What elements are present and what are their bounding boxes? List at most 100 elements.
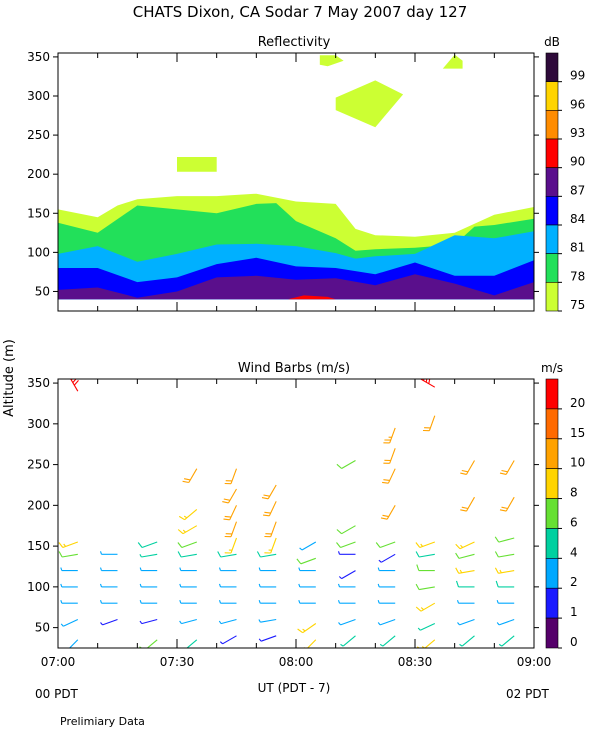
y-tick-label: 200 [27, 498, 50, 512]
wind-barb [179, 618, 197, 625]
wind-barb [460, 460, 475, 475]
wind-barb [338, 618, 356, 626]
wind-barb [382, 468, 396, 484]
wind-barb [182, 468, 198, 484]
wind-barb [460, 496, 475, 512]
wind-barb [58, 541, 78, 549]
colorbar-tick-label: 93 [570, 126, 585, 140]
wind-barb [415, 602, 436, 612]
wind-barb [100, 618, 118, 626]
wind-barb [58, 551, 78, 558]
wind-barbs-plot-area [58, 379, 515, 648]
wind-barb [380, 505, 396, 520]
wind-barb [60, 583, 78, 588]
y-tick-label: 100 [27, 245, 50, 259]
wind-barbs-frame [57, 378, 535, 649]
reflectivity-patch-75 [319, 55, 344, 67]
wind-barb [224, 521, 238, 538]
y-tick-label: 350 [27, 376, 50, 390]
wind-barb [422, 415, 436, 432]
wind-barb [68, 639, 79, 648]
x-tick-label: 07:30 [160, 655, 195, 669]
wind-barb [258, 583, 277, 588]
reflectivity-colorbar: 99 96 93 90 87 84 81 78 75 [545, 52, 585, 312]
wind-barb [420, 379, 436, 388]
wind-barb [455, 567, 475, 574]
colorbar-swatch [545, 468, 559, 499]
y-tick-label: 300 [27, 89, 50, 103]
colorbar-tick-label: 96 [570, 97, 585, 111]
wind-barb [415, 541, 435, 549]
colorbar-swatch [545, 587, 559, 619]
wind-barb [383, 448, 396, 464]
x-tick-label: 09:00 [517, 655, 552, 669]
wind-barb [416, 564, 435, 572]
wind-barb [139, 583, 158, 588]
wind-barb [298, 583, 316, 588]
colorbar-tick-label: 81 [570, 241, 585, 255]
wind-barb [379, 635, 396, 647]
colorbar-swatch [545, 617, 559, 649]
wind-barbs-axes: 50 100 150 200 250 300 350 07:00 07:30 08:00 08:30… [27, 376, 551, 669]
y-axis-label: Altitude (m) [2, 339, 17, 417]
colorbar-swatch [545, 558, 559, 589]
wind-barb [218, 583, 237, 588]
wind-barb [457, 618, 475, 626]
wind-barb [264, 521, 277, 538]
wind-barb [177, 525, 198, 535]
wind-barb [417, 623, 436, 631]
wind-barb [456, 600, 475, 604]
colorbar-swatch [545, 224, 559, 254]
y-tick-label: 300 [27, 417, 50, 431]
wind-barbs-marks [58, 379, 515, 648]
colorbar-tick-label: 1 [570, 605, 578, 619]
wind-barb [337, 583, 356, 588]
wind-barb [261, 484, 277, 500]
wind-barb [258, 600, 277, 604]
wind-barb [179, 567, 197, 572]
x-tick-label: 08:00 [279, 655, 314, 669]
y-tick-label: 250 [27, 128, 50, 142]
colorbar-swatch [545, 138, 559, 168]
wind-barb [455, 580, 475, 588]
reflectivity-colorbar-label: dB [544, 35, 560, 49]
reflectivity-patch-75 [335, 80, 404, 128]
wind-barb [99, 567, 118, 572]
wind-barb [377, 600, 396, 604]
reflectivity-patch-90 [288, 295, 336, 300]
wind-barb [179, 600, 197, 604]
colorbar-swatch [545, 110, 559, 140]
wind-barb [377, 567, 396, 572]
x-tick-label: 07:00 [41, 655, 76, 669]
colorbar-swatch [545, 408, 559, 440]
colorbar-swatch [545, 196, 559, 226]
y-tick-label: 50 [35, 621, 50, 635]
wind-barb [378, 553, 396, 563]
wind-barbs-panel: Wind Barbs (m/s) 5010015020025030035007:… [27, 361, 585, 669]
colorbar-swatch [545, 282, 559, 312]
colorbar-tick-label: 10 [570, 456, 585, 470]
wind-barb [496, 618, 515, 626]
y-tick-label: 50 [35, 284, 50, 298]
wind-barb [179, 583, 197, 588]
wind-barb [218, 600, 237, 604]
colorbar-swatch [545, 438, 559, 469]
reflectivity-fill [58, 54, 534, 300]
wind-barb [219, 635, 237, 645]
wind-barb [60, 600, 78, 604]
reflectivity-plot-area [58, 54, 534, 300]
wind-barb [377, 583, 396, 588]
wind-barb [297, 623, 317, 634]
wind-barb [383, 427, 396, 444]
y-tick-label: 100 [27, 580, 50, 594]
wind-barb [256, 551, 277, 558]
wind-barb [177, 541, 197, 549]
wind-barbs-colorbar-label: m/s [541, 361, 563, 375]
colorbar-swatch [545, 167, 559, 197]
left-time-note: 00 PDT [35, 687, 79, 701]
wind-barb [139, 567, 158, 572]
wind-barb [60, 567, 78, 572]
wind-barb [499, 496, 515, 512]
